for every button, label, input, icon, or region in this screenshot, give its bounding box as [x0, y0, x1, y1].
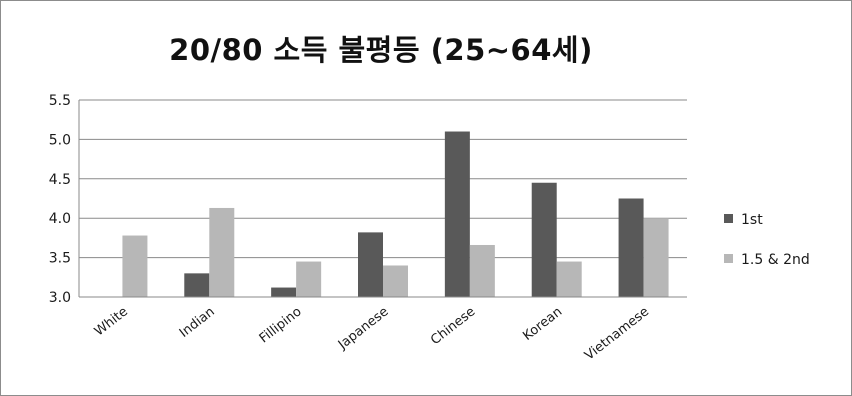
y-tick-label: 5.5: [49, 93, 71, 109]
axes: [78, 100, 687, 298]
x-category-label: Indian: [177, 304, 218, 341]
x-category-label: Fillipino: [257, 304, 305, 346]
x-category-label: Korean: [520, 304, 565, 344]
y-tick-label: 4.5: [49, 172, 71, 188]
legend-swatch: [724, 254, 733, 263]
bar-second-gen-fillipino: [296, 261, 322, 297]
y-tick-label: 3.5: [49, 251, 71, 267]
chart-title: 20/80 소득 불평등 (25~64세): [169, 33, 593, 67]
bar-second-gen-vietnamese: [643, 218, 669, 297]
y-axis-ticks: 3.0 3.5 4.0 4.5 5.0 5.5: [49, 93, 71, 306]
x-axis-labels: White Indian Fillipino Japanese Chinese Korea…: [92, 304, 652, 363]
bar-first-gen-vietnamese: [618, 198, 644, 297]
bar-second-gen-indian: [209, 207, 235, 297]
bar-first-gen-chinese: [444, 131, 470, 297]
bar-first-gen-fillipino: [271, 287, 297, 297]
y-tick-label: 4.0: [49, 211, 71, 227]
legend: 1st 1.5 & 2nd: [724, 212, 810, 268]
x-category-label: Vietnamese: [582, 304, 652, 363]
bar-second-gen-korean: [556, 261, 582, 297]
legend-label: 1st: [741, 212, 763, 228]
bar-first-gen-japanese: [358, 232, 383, 297]
legend-swatch: [724, 214, 733, 223]
bar-second-gen-chinese: [469, 244, 495, 297]
x-category-label: Chinese: [428, 304, 478, 348]
bar-second-gen-white: [122, 235, 148, 297]
y-tick-label: 5.0: [49, 132, 71, 148]
bars: [122, 131, 669, 297]
x-category-label: Japanese: [335, 304, 392, 353]
y-tick-label: 3.0: [49, 290, 71, 306]
bar-second-gen-japanese: [383, 265, 408, 297]
x-category-label: White: [92, 304, 131, 339]
bar-first-gen-korean: [531, 182, 557, 297]
legend-label: 1.5 & 2nd: [741, 252, 810, 268]
bar-first-gen-indian: [184, 273, 210, 297]
